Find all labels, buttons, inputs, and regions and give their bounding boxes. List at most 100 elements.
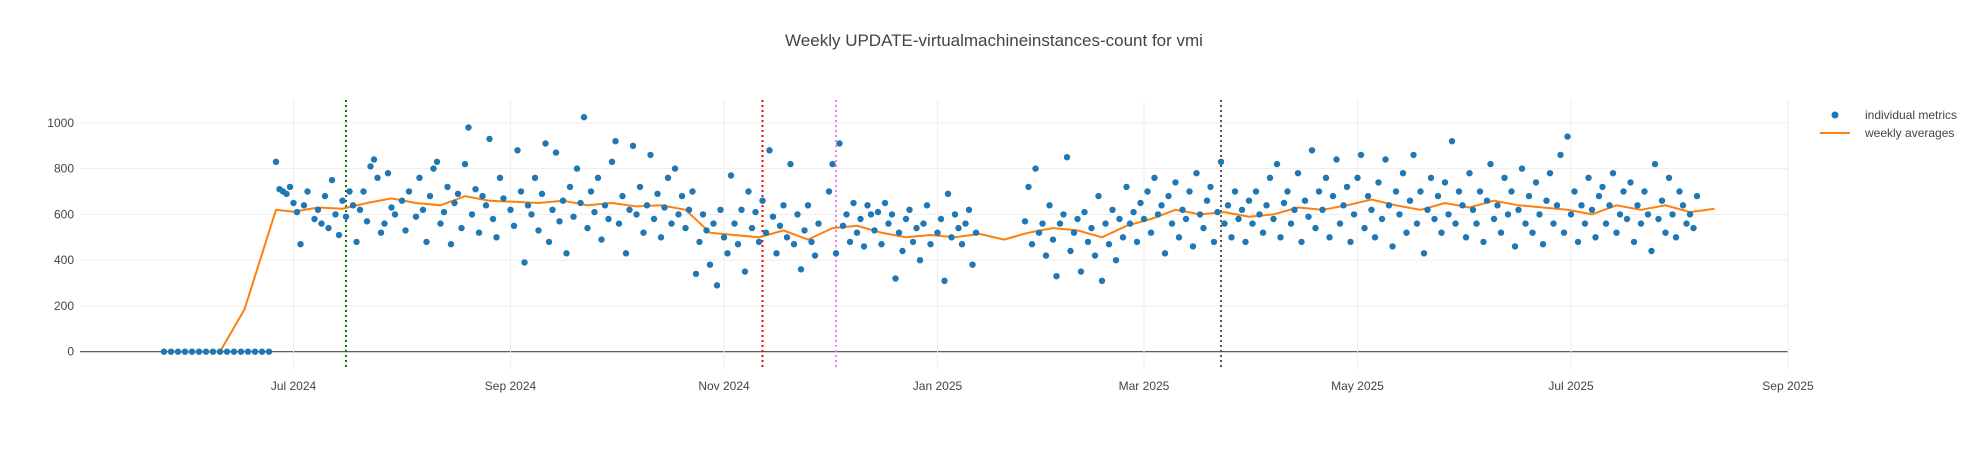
data-point: [1455, 188, 1463, 195]
data-point: [1669, 211, 1676, 218]
data-point: [1609, 170, 1617, 177]
data-point: [1315, 188, 1323, 195]
y-tick-label: 200: [54, 299, 74, 313]
data-point: [1105, 241, 1113, 248]
data-point: [594, 174, 602, 181]
data-point: [1487, 160, 1494, 168]
data-point: [1200, 224, 1207, 232]
data-point: [580, 114, 588, 121]
data-point: [1196, 211, 1204, 218]
data-point: [1543, 197, 1550, 204]
data-point: [556, 218, 563, 225]
data-point: [927, 241, 934, 248]
data-point: [216, 348, 224, 355]
data-point: [1273, 160, 1281, 168]
data-point: [332, 211, 339, 218]
data-point: [643, 202, 651, 209]
data-point: [423, 238, 430, 246]
data-point: [902, 215, 910, 223]
data-point: [923, 202, 931, 209]
data-point: [528, 211, 535, 218]
data-point: [1140, 215, 1148, 223]
data-point: [1186, 188, 1193, 195]
data-point: [1032, 165, 1039, 172]
data-point: [374, 174, 381, 181]
data-point: [958, 241, 966, 248]
data-point: [801, 227, 808, 234]
data-point: [629, 142, 637, 149]
weekly-average-line: [171, 195, 1715, 353]
data-point: [1539, 241, 1547, 248]
data-point: [717, 206, 724, 213]
data-point: [1497, 229, 1505, 236]
data-point: [685, 206, 693, 213]
data-point: [1651, 160, 1659, 168]
data-point: [1560, 229, 1568, 236]
data-point: [388, 204, 395, 211]
data-point: [1077, 268, 1085, 275]
data-point: [1595, 192, 1603, 200]
data-point: [188, 348, 196, 355]
data-point: [598, 236, 605, 243]
legend[interactable]: individual metrics weekly averages: [1820, 108, 1957, 140]
data-point: [517, 188, 525, 195]
data-point: [1623, 215, 1631, 223]
data-point: [1431, 215, 1438, 223]
data-point: [1518, 165, 1526, 172]
data-point: [1655, 215, 1662, 223]
data-point: [885, 220, 892, 227]
data-point: [500, 195, 507, 202]
data-point: [1553, 202, 1561, 209]
data-point: [769, 213, 777, 220]
data-point: [1385, 202, 1393, 209]
data-point: [412, 213, 420, 220]
x-tick-label: Mar 2025: [1119, 379, 1170, 393]
data-point: [321, 192, 329, 200]
data-point: [1095, 192, 1102, 200]
data-point: [713, 282, 721, 289]
chart-title: Weekly UPDATE-virtualmachineinstances-co…: [785, 31, 1203, 50]
x-tick-label: Jul 2024: [271, 379, 317, 393]
data-point: [1648, 247, 1655, 255]
data-point: [1354, 174, 1361, 181]
data-point: [538, 190, 546, 197]
data-point: [1238, 206, 1246, 213]
data-point: [892, 275, 899, 282]
data-point: [850, 199, 857, 207]
data-point: [451, 199, 458, 207]
y-tick-label: 1000: [47, 116, 74, 130]
data-point: [640, 229, 647, 236]
x-tick-label: Sep 2025: [1762, 379, 1814, 393]
data-point: [325, 224, 332, 232]
data-point: [174, 348, 182, 355]
data-point: [1532, 179, 1540, 186]
data-point: [1641, 188, 1648, 195]
data-point: [437, 220, 444, 227]
data-point: [1235, 215, 1242, 223]
data-point: [916, 257, 924, 264]
data-point: [573, 165, 581, 172]
axis-layer: 0 200 400 600 800 1000 Jul 2024 Sep 2024 Nov 202…: [47, 116, 1814, 393]
data-point: [1662, 229, 1669, 236]
data-point: [1634, 202, 1641, 209]
data-point: [1413, 220, 1421, 227]
data-point: [524, 202, 532, 209]
data-point: [297, 241, 304, 248]
data-point: [1189, 243, 1197, 250]
data-point: [1081, 208, 1088, 216]
data-point: [1340, 202, 1347, 209]
data-point: [293, 208, 301, 216]
data-point: [720, 234, 728, 241]
data-point: [1035, 229, 1043, 236]
data-point: [829, 160, 836, 168]
data-point: [542, 140, 549, 147]
data-point: [654, 190, 661, 197]
data-point: [1676, 188, 1683, 195]
data-point: [318, 220, 325, 227]
legend-marker-swatch: [1831, 111, 1839, 119]
data-point: [1602, 220, 1610, 227]
data-point: [1679, 202, 1687, 209]
data-point: [888, 211, 896, 218]
data-point: [1357, 151, 1365, 159]
data-point: [1060, 211, 1067, 218]
